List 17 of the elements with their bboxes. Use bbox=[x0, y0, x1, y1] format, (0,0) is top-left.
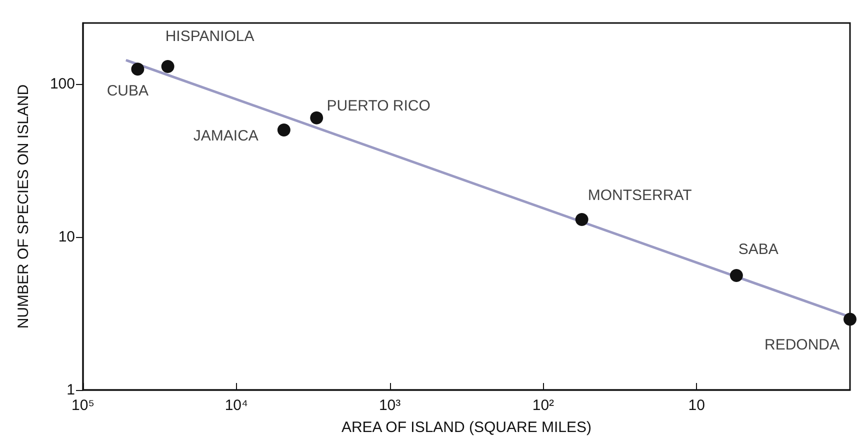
annotation: JAMAICA bbox=[193, 127, 258, 144]
annotation: MONTSERRAT bbox=[588, 187, 692, 204]
annotation: PUERTO RICO bbox=[326, 97, 430, 114]
annotation: REDONDA bbox=[764, 336, 840, 354]
x-tick-label: 10³ bbox=[378, 397, 401, 414]
y-tick-label: 10 bbox=[58, 228, 75, 246]
x-tick-label: 10⁵ bbox=[72, 397, 94, 414]
annotation: HISPANIOLA bbox=[165, 28, 254, 45]
x-tick-label: 10 bbox=[688, 397, 705, 414]
y-tick-label: 1 bbox=[66, 382, 75, 398]
annotation: SABA bbox=[738, 240, 778, 258]
y-tick-label: 100 bbox=[50, 75, 75, 92]
annotation: CUBA bbox=[106, 82, 149, 100]
x-axis-title: AREA OF ISLAND (SQUARE MILES) bbox=[341, 419, 592, 436]
y-axis-title: NUMBER OF SPECIES ON ISLAND bbox=[15, 84, 32, 329]
x-tick-label: 10² bbox=[532, 397, 554, 414]
x-tick-label: 10⁴ bbox=[224, 397, 248, 414]
